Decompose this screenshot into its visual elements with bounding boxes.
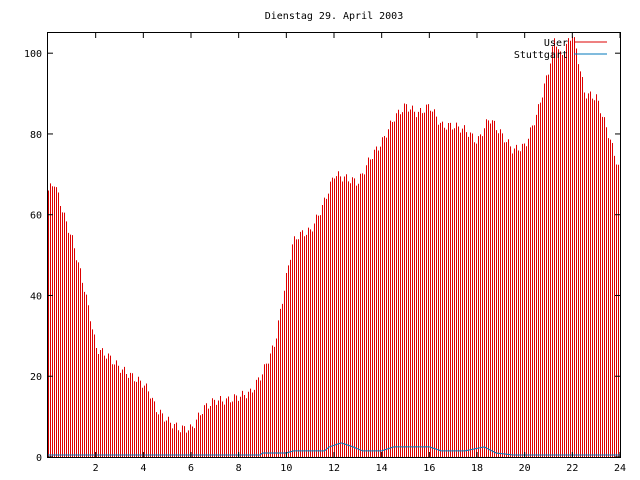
stuttgart-line — [48, 442, 620, 456]
stuttgart-line-layer — [48, 442, 620, 456]
y-tick-label: 100 — [24, 49, 42, 60]
y-tick-label: 20 — [30, 372, 42, 383]
x-tick-label: 22 — [566, 463, 578, 474]
user-bars — [48, 36, 621, 457]
x-tick-label: 12 — [328, 463, 340, 474]
x-tick-label: 20 — [519, 463, 531, 474]
x-tick-label: 2 — [93, 463, 99, 474]
x-tick-label: 16 — [423, 463, 435, 474]
y-tick-label: 40 — [30, 291, 42, 302]
x-tick-label: 6 — [188, 463, 194, 474]
y-tick-label: 0 — [36, 453, 42, 464]
plot-frame — [47, 32, 621, 458]
chart-title: Dienstag 29. April 2003 — [265, 11, 403, 22]
x-tick-label: 8 — [236, 463, 242, 474]
legend-label: Stuttgart — [514, 50, 568, 61]
y-tick-label: 60 — [30, 211, 42, 222]
x-tick-label: 4 — [140, 463, 146, 474]
legend-label: User — [544, 38, 568, 49]
y-tick-label: 80 — [30, 130, 42, 141]
x-tick-label: 14 — [376, 463, 388, 474]
x-tick-label: 24 — [614, 463, 626, 474]
x-tick-label: 10 — [280, 463, 292, 474]
x-tick-label: 18 — [471, 463, 483, 474]
